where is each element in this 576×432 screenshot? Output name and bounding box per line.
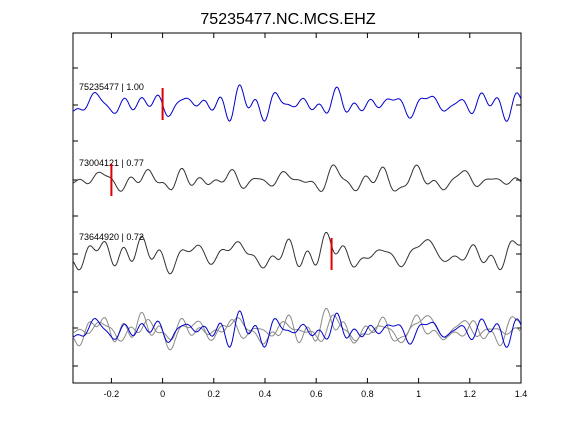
x-tick-label: 0.8 xyxy=(361,389,374,399)
x-tick-label: 0.4 xyxy=(259,389,272,399)
x-tick-label: 0.6 xyxy=(310,389,323,399)
trace-label: 73004121 | 0.77 xyxy=(79,158,144,168)
x-tick-label: 1.4 xyxy=(515,389,528,399)
trace-group xyxy=(72,84,522,275)
trace-line xyxy=(72,164,522,192)
pick-markers xyxy=(110,88,333,270)
overlay-trace-line xyxy=(72,308,522,351)
y-axis-ticks xyxy=(73,67,521,367)
trace-labels: 75235477 | 1.00 73004121 | 0.77 73644920 |… xyxy=(79,82,144,242)
trace-line xyxy=(72,232,522,275)
x-tick-label: 0.2 xyxy=(208,389,221,399)
chart-title: 75235477.NC.MCS.EHZ xyxy=(200,11,375,28)
trace-line xyxy=(72,84,522,122)
x-axis: -0.2 0 0.2 0.4 0.6 0.8 1 1.2 1.4 xyxy=(104,33,528,399)
x-tick-label: 0 xyxy=(160,389,165,399)
overlay-group xyxy=(72,308,522,351)
trace-label: 75235477 | 1.00 xyxy=(79,82,144,92)
plot-frame xyxy=(72,32,522,384)
overlay-trace-line xyxy=(72,314,522,342)
x-tick-label: -0.2 xyxy=(104,389,120,399)
trace-label: 73644920 | 0.72 xyxy=(79,232,144,242)
x-tick-label: 1.2 xyxy=(464,389,477,399)
x-tick-label: 1 xyxy=(416,389,421,399)
overlay-trace-line xyxy=(72,310,522,348)
